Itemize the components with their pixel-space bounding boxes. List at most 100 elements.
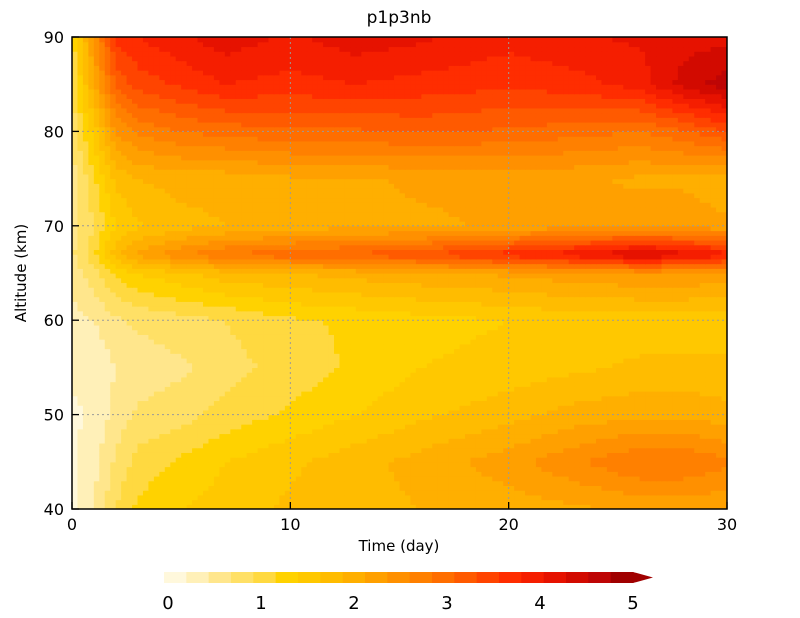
heatmap-cell [546, 357, 553, 364]
heatmap-cell [710, 386, 717, 392]
heatmap-cell [323, 466, 330, 472]
heatmap-cell [334, 447, 341, 453]
heatmap-cell [394, 452, 401, 458]
heatmap-cell [235, 324, 242, 331]
heatmap-cell [142, 409, 150, 416]
heatmap-cell [197, 504, 204, 509]
heatmap-cell [645, 433, 652, 439]
heatmap-cell [432, 452, 439, 458]
heatmap-cell [541, 391, 548, 397]
heatmap-cell [104, 428, 111, 435]
heatmap-cell [377, 348, 384, 354]
heatmap-cell [606, 485, 613, 491]
heatmap-cell [142, 433, 150, 439]
heatmap-cell [656, 409, 663, 416]
heatmap-cell [224, 414, 231, 420]
heatmap-cell [257, 466, 264, 472]
heatmap-cell [164, 428, 171, 435]
heatmap-cell [481, 414, 488, 420]
heatmap-cell [175, 414, 182, 420]
heatmap-cell [263, 490, 270, 496]
heatmap-cell [203, 400, 210, 406]
heatmap-cell [219, 494, 226, 501]
heatmap-cell [334, 376, 341, 383]
heatmap-cell [77, 386, 84, 392]
heatmap-cell [568, 334, 575, 340]
heatmap-cell [175, 480, 182, 486]
heatmap-cell [716, 343, 723, 350]
heatmap-cell [552, 428, 559, 435]
heatmap-cell [666, 457, 674, 463]
heatmap-cell [623, 499, 630, 505]
heatmap-cell [153, 409, 160, 416]
heatmap-cell [192, 471, 199, 477]
heatmap-cell [535, 400, 543, 406]
heatmap-cell [666, 494, 674, 501]
heatmap-cell [295, 334, 302, 340]
heatmap-cell [541, 499, 548, 505]
heatmap-cell [650, 367, 657, 373]
heatmap-cell [339, 372, 346, 378]
heatmap-cell [596, 343, 603, 350]
heatmap-cell [563, 367, 570, 373]
heatmap-cell [596, 494, 603, 501]
heatmap-cell [443, 490, 450, 496]
heatmap-cell [284, 362, 291, 368]
heatmap-cell [192, 504, 199, 509]
heatmap-cell [448, 376, 455, 383]
heatmap-cell [606, 490, 613, 496]
heatmap-cell [197, 310, 204, 317]
heatmap-cell [88, 485, 95, 491]
heatmap-cell [328, 334, 335, 340]
heatmap-cell [639, 339, 646, 345]
heatmap-cell [470, 334, 477, 340]
heatmap-cell [590, 499, 597, 505]
heatmap-cell [634, 433, 641, 439]
heatmap-cell [344, 490, 351, 496]
heatmap-cell [656, 414, 663, 420]
heatmap-cell [399, 461, 406, 468]
heatmap-cell [677, 409, 684, 416]
heatmap-cell [628, 324, 635, 331]
heatmap-cell [508, 395, 515, 402]
heatmap-cell [170, 343, 177, 350]
heatmap-cell [334, 367, 341, 373]
heatmap-cell [93, 485, 100, 491]
heatmap-cell [366, 424, 373, 430]
heatmap-cell [213, 442, 220, 449]
heatmap-cell [159, 372, 166, 378]
heatmap-cell [142, 457, 150, 463]
heatmap-cell [246, 428, 253, 435]
heatmap-cell [142, 466, 150, 472]
heatmap-cell [694, 504, 701, 509]
heatmap-cell [530, 452, 537, 458]
heatmap-cell [519, 343, 526, 350]
heatmap-cell [585, 419, 592, 425]
heatmap-cell [486, 499, 493, 505]
heatmap-cell [432, 466, 439, 472]
heatmap-cell [426, 405, 433, 411]
heatmap-cell [235, 310, 242, 317]
heatmap-cell [694, 395, 701, 402]
heatmap-cell [617, 367, 624, 373]
heatmap-cell [388, 395, 395, 402]
heatmap-cell [601, 419, 608, 425]
heatmap-cell [492, 334, 499, 340]
heatmap-cell [312, 494, 319, 501]
heatmap-cell [426, 447, 433, 453]
heatmap-cell [164, 357, 171, 364]
heatmap-cell [486, 471, 493, 477]
heatmap-cell [355, 339, 362, 345]
heatmap-cell [688, 433, 695, 439]
heatmap-cell [404, 466, 412, 472]
heatmap-cell [617, 461, 624, 468]
heatmap-cell [328, 409, 335, 416]
heatmap-cell [372, 343, 379, 350]
heatmap-cell [634, 494, 641, 501]
heatmap-cell [579, 466, 586, 472]
heatmap-cell [497, 442, 504, 449]
heatmap-cell [481, 405, 488, 411]
heatmap-cell [344, 329, 351, 335]
heatmap-cell [546, 499, 553, 505]
heatmap-cell [683, 438, 690, 444]
